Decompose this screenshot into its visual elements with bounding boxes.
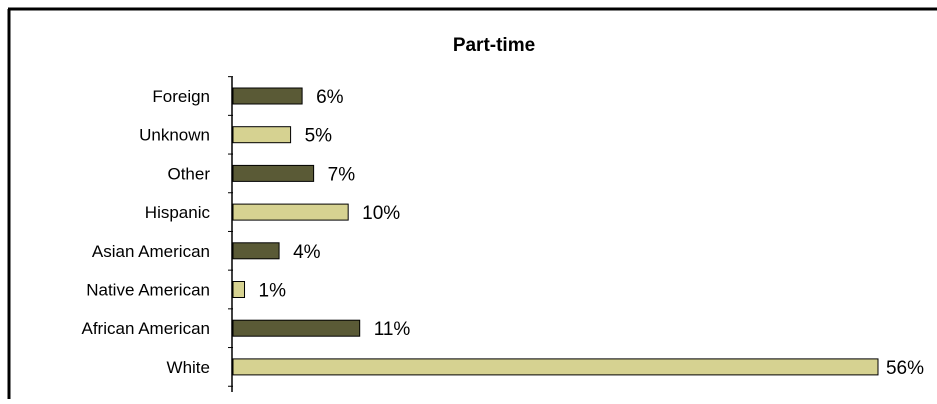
category-label: Foreign bbox=[152, 87, 210, 106]
value-label: 11% bbox=[374, 319, 411, 340]
bar bbox=[232, 87, 303, 105]
category-label: Other bbox=[167, 164, 210, 183]
value-label: 5% bbox=[305, 126, 333, 147]
bar bbox=[232, 358, 879, 376]
category-label: Unknown bbox=[139, 126, 210, 145]
bar bbox=[232, 126, 292, 144]
chart-title: Part-time bbox=[453, 35, 535, 56]
category-label: Native American bbox=[86, 281, 210, 300]
value-label: 10% bbox=[362, 203, 400, 224]
value-label: 56% bbox=[886, 358, 924, 379]
bars-layer: Foreign 6% Unknown 5% Other 7% Hispanic 10% Asia… bbox=[82, 76, 924, 387]
category-label: White bbox=[167, 358, 210, 377]
bar bbox=[232, 203, 349, 221]
bar bbox=[232, 242, 280, 260]
bar bbox=[232, 281, 246, 298]
value-label: 6% bbox=[316, 87, 344, 108]
value-label: 1% bbox=[259, 281, 287, 302]
category-label: African American bbox=[82, 319, 211, 338]
category-label: Asian American bbox=[92, 242, 210, 261]
value-label: 4% bbox=[293, 242, 321, 263]
bar bbox=[232, 319, 361, 337]
category-label: Hispanic bbox=[145, 203, 211, 222]
value-label: 7% bbox=[328, 164, 356, 185]
bar bbox=[232, 164, 315, 182]
